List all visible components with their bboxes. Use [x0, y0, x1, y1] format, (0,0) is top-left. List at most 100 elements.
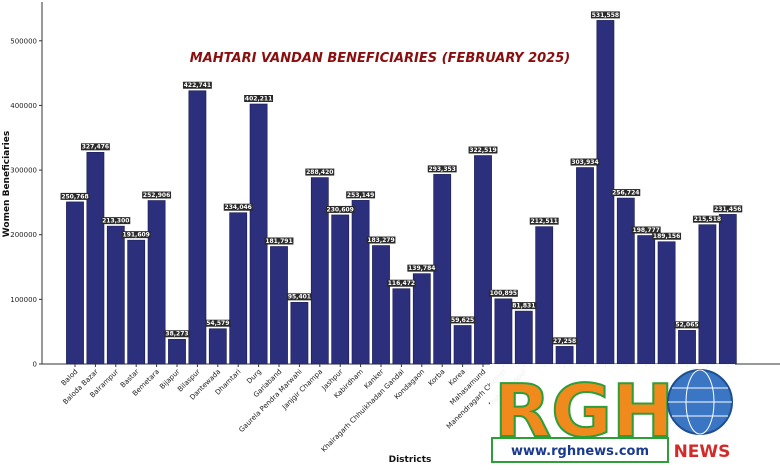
data-label-box — [101, 217, 131, 225]
bar — [535, 226, 554, 365]
data-label: 59,625 — [451, 317, 474, 324]
bar — [555, 346, 574, 365]
bar — [331, 214, 350, 365]
data-label: 81,831 — [512, 303, 535, 310]
data-label: 322,519 — [469, 147, 496, 154]
y-tick-label: 100000 — [10, 296, 37, 304]
data-label: 116,472 — [388, 280, 415, 287]
data-label: 27,258 — [553, 338, 576, 345]
data-label: 327,476 — [82, 144, 109, 151]
bar — [270, 246, 288, 365]
data-label-box — [692, 215, 722, 223]
bar — [718, 214, 737, 365]
data-label: 189,156 — [653, 233, 680, 240]
data-label: 139,784 — [408, 265, 435, 272]
data-label: 234,046 — [225, 204, 252, 211]
rgh-news-logo: RGH www.rghnews.com NEWS — [490, 364, 735, 466]
data-label: 288,420 — [306, 169, 333, 176]
bar — [229, 212, 248, 365]
data-label-box — [325, 205, 355, 213]
bar — [372, 245, 390, 365]
x-tick-label: Durg — [245, 368, 263, 386]
data-label: 422,741 — [184, 82, 211, 89]
y-ticks-group: 0 100000 200000 300000 400000 500000 — [10, 37, 42, 369]
data-label-box — [611, 189, 641, 197]
data-label-box — [386, 279, 416, 287]
data-label: 95,401 — [288, 294, 311, 301]
data-label-box — [468, 146, 498, 154]
data-label: 198,777 — [633, 227, 660, 234]
data-label: 52,065 — [675, 322, 698, 329]
y-axis-label: Women Beneficiaries — [2, 131, 12, 237]
data-label-box — [529, 217, 559, 225]
data-label-box — [590, 11, 620, 19]
data-label-box — [346, 191, 376, 199]
chart-title: MAHTARI VANDAN BENEFICIARIES (FEBRUARY 2… — [190, 51, 570, 66]
data-label-box — [511, 302, 537, 310]
bar — [514, 310, 533, 365]
x-axis-label: Districts — [389, 455, 432, 465]
bar — [678, 330, 696, 365]
logo-news: NEWS — [674, 442, 731, 462]
data-label: 38,273 — [165, 331, 188, 338]
bar — [637, 235, 656, 365]
bar — [494, 298, 513, 365]
bar — [249, 103, 268, 365]
bar — [188, 90, 207, 365]
data-label-box — [223, 203, 253, 211]
bar — [576, 167, 594, 365]
data-label: 252,906 — [143, 192, 170, 199]
data-label-box — [264, 237, 294, 245]
data-label: 293,353 — [429, 166, 456, 173]
data-label: 230,609 — [327, 206, 354, 213]
data-label-box — [182, 81, 212, 89]
data-label: 402,211 — [245, 95, 272, 102]
x-tick-label: Korba — [427, 368, 447, 388]
data-label: 531,558 — [592, 12, 619, 19]
bar — [66, 201, 84, 365]
data-label-box — [674, 321, 700, 329]
data-label-box — [142, 191, 172, 199]
y-tick-label: 400000 — [10, 102, 37, 110]
data-label-box — [631, 226, 661, 234]
data-label-box — [305, 168, 335, 176]
bar — [147, 200, 166, 365]
bar — [474, 155, 492, 365]
bar — [392, 288, 411, 365]
data-label-box — [121, 231, 151, 239]
bar — [412, 273, 431, 365]
bar — [86, 152, 105, 365]
bar — [290, 302, 309, 365]
data-label-box — [60, 192, 90, 200]
data-label: 183,279 — [367, 237, 394, 244]
data-label-box — [366, 236, 396, 244]
data-label-box — [286, 293, 312, 301]
data-label: 191,609 — [123, 232, 150, 239]
data-label-box — [244, 95, 274, 102]
bar — [698, 224, 717, 365]
y-tick-label: 300000 — [10, 167, 37, 175]
y-tick-label: 0 — [33, 361, 37, 369]
data-label-box — [652, 232, 682, 240]
bar — [208, 328, 227, 365]
data-label: 215,518 — [694, 216, 721, 223]
data-label-box — [488, 289, 518, 297]
data-label: 100,895 — [490, 290, 517, 297]
bar — [351, 200, 370, 365]
data-label: 253,149 — [347, 192, 374, 199]
data-labels-group: 250,768 327,476 213,300 191,609 252,906 38,27… — [60, 11, 743, 345]
data-label-box — [407, 264, 437, 272]
y-tick-label: 500000 — [10, 37, 37, 45]
bar — [168, 338, 186, 365]
bar — [657, 241, 676, 365]
y-tick-label: 200000 — [10, 231, 37, 239]
bar — [453, 325, 472, 365]
data-label-box — [427, 165, 457, 173]
bar — [106, 225, 125, 365]
bar — [127, 239, 146, 365]
data-label: 54,579 — [206, 320, 229, 327]
data-label-box — [164, 330, 190, 338]
data-label-box — [552, 337, 578, 345]
